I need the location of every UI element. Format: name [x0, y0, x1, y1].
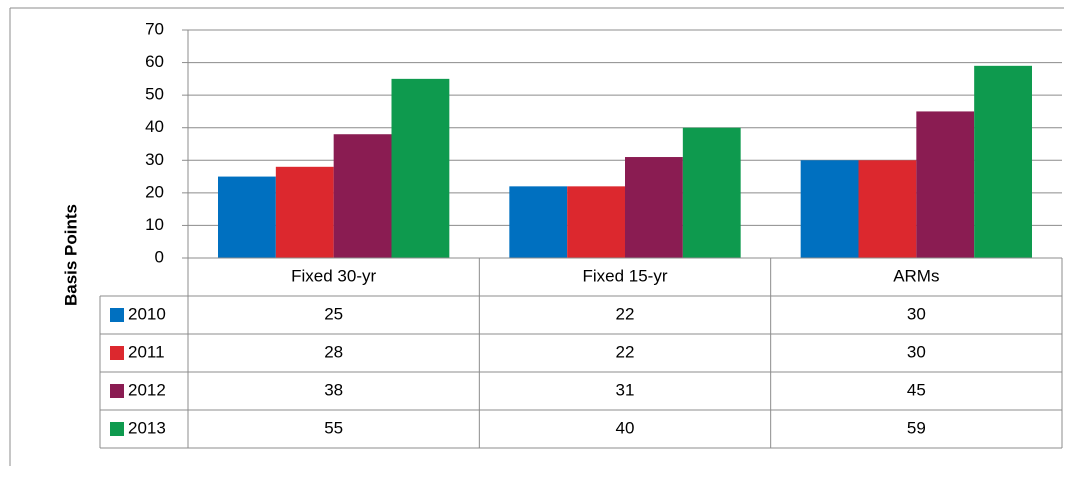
table-cell: 59: [907, 418, 926, 437]
legend-label: 2012: [128, 380, 166, 399]
bar: [333, 134, 392, 258]
table-cell: 28: [324, 342, 343, 361]
bar: [800, 160, 859, 258]
legend-key: [110, 422, 124, 436]
bar: [391, 78, 450, 258]
table-cell: 31: [616, 380, 635, 399]
bar: [275, 166, 334, 258]
legend-key: [110, 346, 124, 360]
table-cell: 30: [907, 342, 926, 361]
legend-label: 2013: [128, 418, 166, 437]
y-tick-label: 20: [145, 182, 164, 201]
y-tick-label: 60: [145, 52, 164, 71]
y-tick-label: 0: [155, 247, 164, 266]
bar: [682, 127, 741, 258]
table-cell: 22: [616, 304, 635, 323]
table-cell: 22: [616, 342, 635, 361]
y-axis-label: Basis Points: [61, 204, 80, 306]
x-tick-label: Fixed 15-yr: [582, 266, 667, 285]
bar: [567, 186, 625, 258]
table-cell: 55: [324, 418, 343, 437]
bar: [509, 186, 568, 258]
bar: [858, 160, 917, 258]
bar: [218, 176, 276, 258]
y-tick-label: 30: [145, 150, 164, 169]
x-tick-label: Fixed 30-yr: [291, 266, 376, 285]
legend-label: 2010: [128, 304, 166, 323]
table-cell: 30: [907, 304, 926, 323]
y-tick-label: 70: [145, 19, 164, 38]
y-tick-label: 10: [145, 215, 164, 234]
x-tick-label: ARMs: [893, 266, 939, 285]
y-tick-label: 50: [145, 85, 164, 104]
table-cell: 25: [324, 304, 343, 323]
y-tick-label: 40: [145, 117, 164, 136]
bar: [916, 111, 975, 258]
legend-label: 2011: [128, 342, 165, 361]
table-cell: 38: [324, 380, 343, 399]
table-cell: 40: [616, 418, 635, 437]
bar: [974, 65, 1032, 258]
table-cell: 45: [907, 380, 926, 399]
legend-key: [110, 384, 124, 398]
legend-key: [110, 308, 124, 322]
bar: [625, 157, 683, 258]
